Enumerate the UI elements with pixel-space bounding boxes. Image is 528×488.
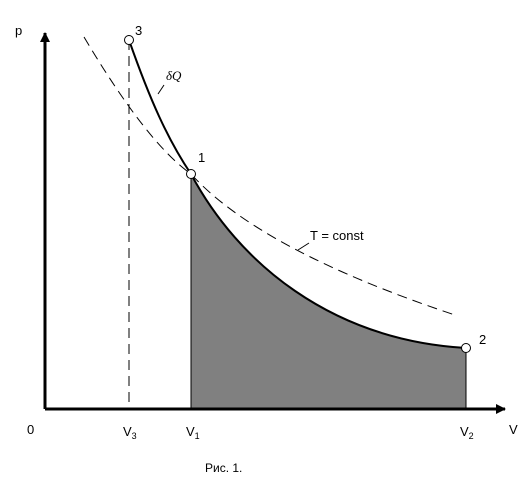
point-1-label: 1 xyxy=(198,150,205,165)
y-axis-label: p xyxy=(15,23,22,38)
heat-label: δQ xyxy=(166,68,182,83)
tick-v2: V2 xyxy=(460,424,474,441)
adiabat-curve xyxy=(128,39,467,349)
point-2-marker xyxy=(461,343,471,353)
x-axis-label: V xyxy=(509,422,518,437)
work-area xyxy=(191,174,466,409)
tick-v3: V3 xyxy=(123,424,137,441)
heat-label-leader xyxy=(157,84,165,95)
isotherm-label-leader xyxy=(297,242,310,251)
isotherm-curve xyxy=(83,36,456,316)
point-3-marker xyxy=(124,35,134,45)
figure-caption: Рис. 1. xyxy=(205,461,242,475)
point-3-label: 3 xyxy=(135,23,142,38)
isotherm-label: T = const xyxy=(310,228,364,243)
point-2-label: 2 xyxy=(479,332,486,347)
origin-label: 0 xyxy=(27,422,34,437)
tick-v1: V1 xyxy=(186,424,200,441)
point-1-marker xyxy=(186,169,196,179)
